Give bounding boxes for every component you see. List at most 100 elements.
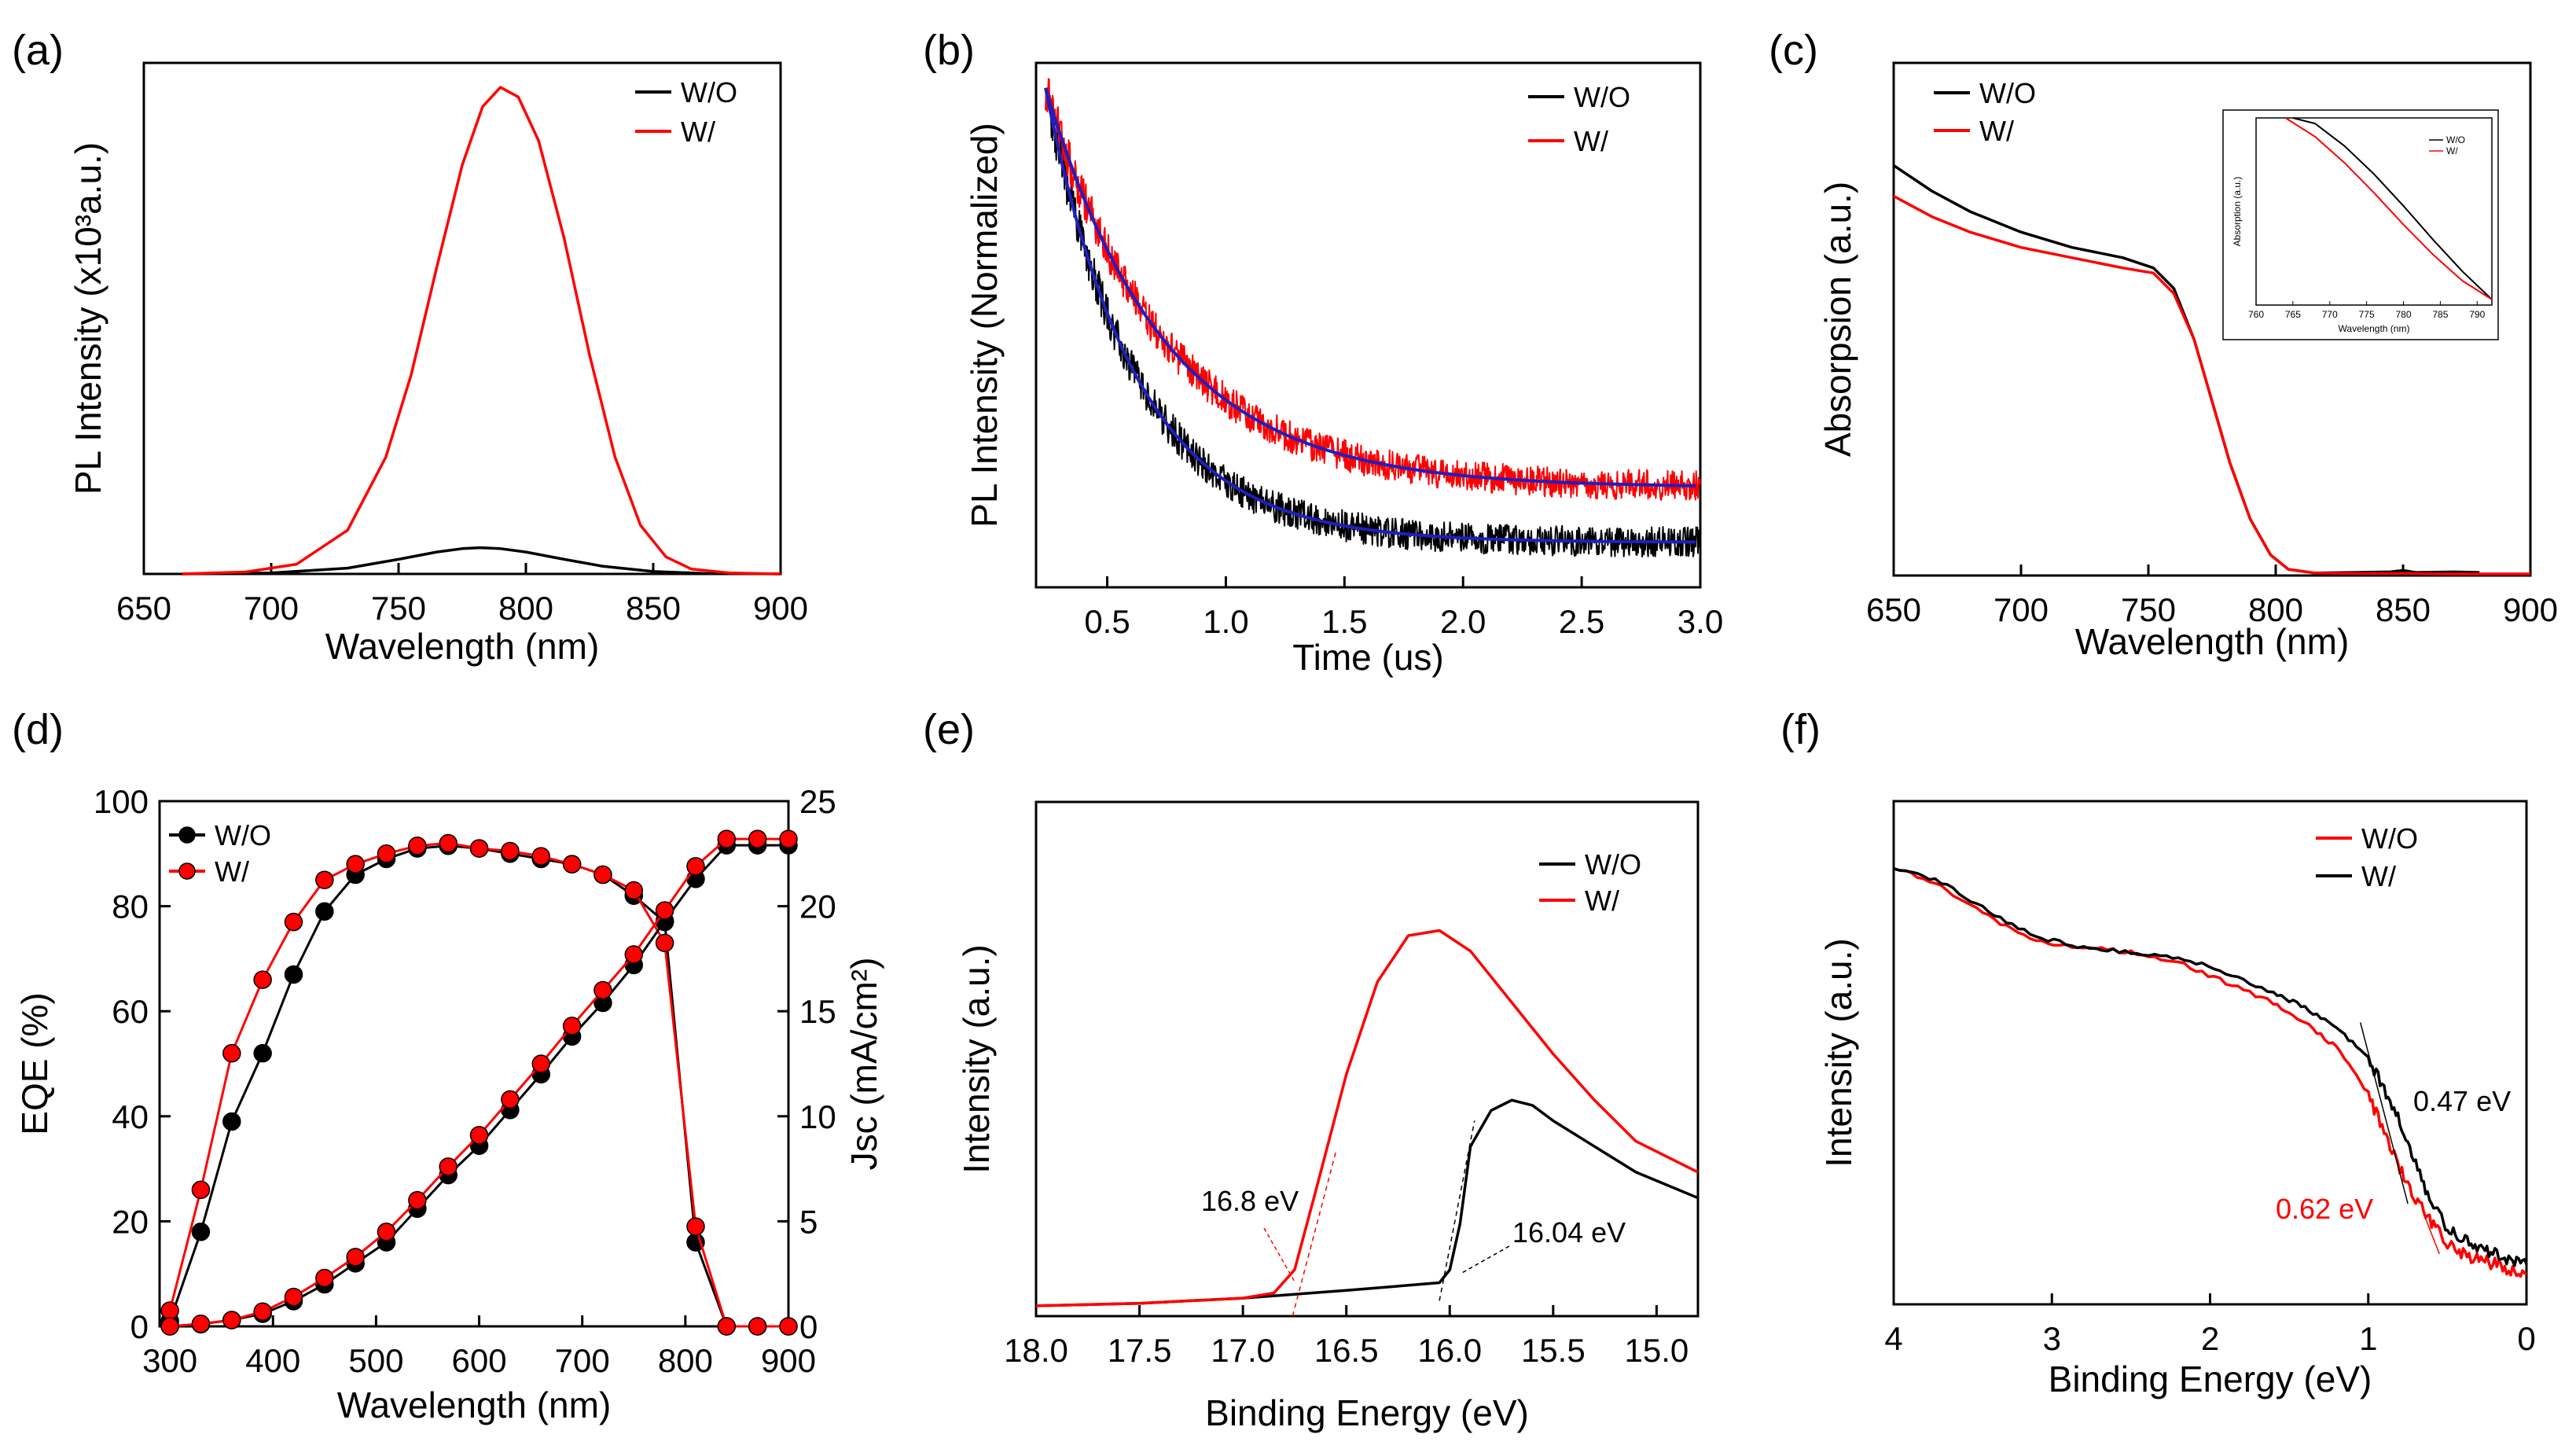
x-tick-label: 800 [658,1342,713,1379]
series-w-eqe-point [531,847,550,866]
y-right-tick-label: 15 [799,993,836,1030]
y-right-tick-label: 0 [799,1308,818,1345]
panel-label: (f) [1780,706,1821,753]
inset-x-tick-label: 775 [2359,309,2375,320]
x-axis-title: Time (us) [1292,637,1444,678]
legend-label: W/O [1979,77,2036,109]
x-tick-label: 16.5 [1314,1332,1379,1369]
series-w-jsc-point [593,980,612,1000]
series-wo-line [1893,867,2527,1278]
y-right-tick-label: 5 [799,1203,818,1240]
series-w-jsc-point [562,1017,582,1035]
series-w-eqe-point [408,837,427,855]
panel-label: (b) [923,27,975,74]
panel-label: (c) [1769,27,1818,74]
onset-tangent-wo [2423,1213,2440,1255]
series-w-jsc-point [253,1302,272,1322]
x-tick-label: 1 [2359,1320,2377,1357]
legend-label: W/O [2361,822,2418,855]
series-w-eqe-point [686,1217,705,1236]
series-wo-trace [1045,87,1701,557]
series-w-eqe-point [748,1317,767,1336]
series-w-line [1893,194,2530,576]
chart-e: 18.0 17.5 17.0 16.5 16.0 15.5 15.0 16.8 eV 16.04… [923,706,1700,1433]
onset-tangent-w [2359,1022,2409,1204]
y-right-tick-label: 20 [799,888,836,925]
y-axis-title: PL Intensity (Normalized) [964,123,1005,528]
series-w-eqe-point [469,839,489,858]
series-w-eqe-line [168,841,788,1328]
y-right-tick-label: 10 [799,1098,836,1135]
onset-tangent-wo [1439,1120,1475,1301]
onset-arrow-wo [1460,1245,1510,1274]
panel-label: (d) [12,706,64,753]
x-tick-label: 1.5 [1321,603,1367,640]
inset-y-title: Absorption (a.u.) [2232,177,2243,247]
legend-label: W/ [1585,884,1619,917]
y-axis-title: Intensity (a.u.) [1818,938,1859,1167]
x-tick-label: 2.5 [1559,603,1604,640]
series-wo-eqe-line [168,844,788,1328]
y-axis-title: Intensity (a.u.) [956,944,997,1173]
chart-c: 650 700 750 800 850 900 Wavelength (nm) Absorps… [1769,27,2558,662]
legend-marker [178,826,196,844]
inset-series-w [2284,117,2493,300]
y-tick-label: 40 [112,1098,149,1135]
panel-label: (a) [12,27,64,74]
x-tick-label: 17.0 [1211,1332,1275,1369]
series-w-jsc-point [191,1315,211,1333]
x-tick-label: 900 [753,590,808,627]
series-w-eqe-point [501,841,520,861]
series-w-eqe-point [346,855,365,873]
series-wo-eqe-point [222,1112,241,1131]
plot-frame [1892,61,2532,577]
series-w-jsc-point [655,901,674,920]
series-wo-eqe-point [191,1223,211,1241]
series-w-line [1893,867,2528,1267]
x-tick-label: 2 [2201,1320,2219,1357]
series-w-line [1035,929,1699,1307]
legend-label: W/O [1585,848,1641,881]
y-right-axis-title: Jsc (mA/cm²) [843,958,884,1171]
fit-curve-0 [1044,87,1696,544]
plot-frame [1034,800,1700,1318]
series-w-eqe-point [655,933,674,953]
series-w-jsc-point [284,1287,303,1307]
x-tick-label: 800 [498,590,553,627]
legend-label: W/O [1574,81,1630,113]
x-tick-label: 700 [244,590,299,627]
series-w-jsc-point [748,829,767,848]
series-w-jsc-point [501,1090,520,1109]
legend-label: W/ [1574,125,1608,157]
x-axis-title: Wavelength (nm) [325,626,600,667]
x-axis-title: Wavelength (nm) [337,1385,612,1425]
x-tick-label: 300 [142,1342,197,1379]
x-tick-label: 15.0 [1625,1332,1689,1369]
y-right-tick-label: 25 [799,783,836,820]
inset-legend-label: W/O [2446,134,2465,145]
series-wo-line [182,546,781,576]
chart-b: 0.5 1.0 1.5 2.0 2.5 3.0 Time (us) PL Intensity … [923,27,1723,678]
inset-x-tick-label: 785 [2432,309,2448,320]
x-tick-label: 850 [2376,591,2431,628]
x-tick-label: 850 [626,590,681,627]
x-tick-label: 16.0 [1417,1332,1482,1369]
onset-arrow-w [1263,1227,1296,1284]
x-tick-label: 18.0 [1004,1332,1068,1369]
x-tick-label: 1.0 [1203,603,1248,640]
series-w-eqe-point [624,881,644,900]
series-w-jsc-point [779,829,798,848]
inset-x-tick-label: 780 [2395,309,2411,320]
x-tick-label: 900 [761,1342,816,1379]
fit-curve-1 [1044,87,1696,487]
x-tick-label: 0.5 [1084,603,1130,640]
series-w-jsc-line [169,837,788,1328]
series-w-jsc-point [717,829,737,848]
series-w-eqe-point [315,870,334,889]
onset-label-w: 16.8 eV [1201,1185,1299,1217]
series-w-eqe-point [439,833,458,853]
valence-label-w: 0.47 eV [2413,1085,2511,1117]
plot-frame [1034,61,1702,589]
x-tick-label: 4 [1884,1320,1902,1357]
